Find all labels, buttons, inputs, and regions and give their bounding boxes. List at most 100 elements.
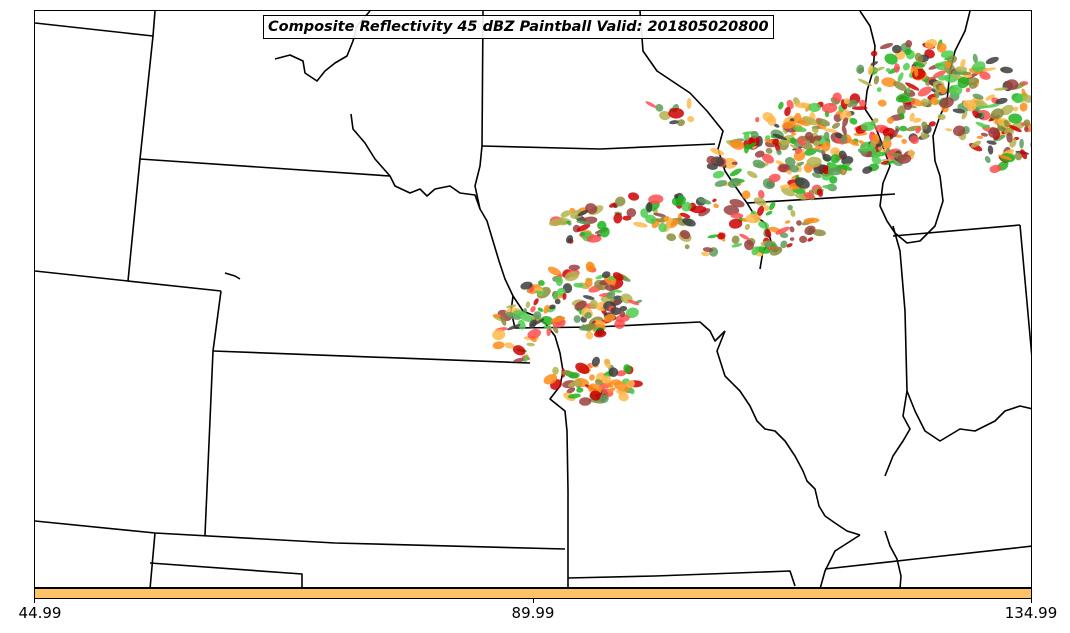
paintball-blob [538, 280, 545, 286]
colorbar [34, 588, 1032, 599]
paintball-blob [772, 138, 779, 145]
paintball-blob [599, 226, 610, 238]
paintball-blob [905, 82, 920, 91]
paintball-blob [860, 143, 874, 152]
paintball-blob [1008, 125, 1022, 133]
paintball-blob [880, 160, 889, 165]
paintball-blob [585, 261, 595, 272]
paintball-blob [686, 98, 692, 109]
paintball-blob [674, 194, 679, 199]
paintball-blob [779, 184, 792, 189]
paintball-blob [765, 147, 773, 154]
paintball-blob [765, 210, 773, 216]
paintball-blob [604, 284, 616, 292]
paintball-blob [612, 272, 624, 281]
paintball-blob [758, 221, 770, 229]
paintball-blob [756, 246, 771, 254]
paintball-blob [984, 155, 991, 164]
paintball-blob [589, 390, 602, 401]
paintball-blob [839, 110, 852, 121]
paintball-blob [576, 223, 591, 232]
paintball-blob [915, 126, 921, 134]
paintball-blob [870, 61, 879, 66]
paintball-blob [856, 64, 865, 74]
paintball-blob [517, 319, 526, 330]
paintball-blob [813, 140, 820, 147]
paintball-blob [579, 397, 592, 406]
paintball-blob [543, 373, 558, 385]
paintball-blob [614, 196, 626, 207]
paintball-blob [870, 50, 878, 57]
paintball-blob [697, 198, 712, 205]
paintball-blob [507, 324, 521, 331]
paintball-blob [975, 121, 990, 129]
paintball-blob [582, 295, 595, 300]
paintball-blob [658, 222, 667, 233]
paintball-blob [750, 131, 759, 139]
paintball-blob [794, 177, 810, 189]
paintball-blob [594, 379, 603, 385]
paintball-blob [857, 78, 872, 87]
paintball-blob [731, 161, 738, 166]
paintball-blob [505, 312, 521, 320]
paintball-blob [779, 232, 789, 239]
paintball-blob [714, 180, 728, 187]
state-border [716, 330, 861, 536]
paintball-blob [912, 117, 922, 123]
paintball-blob [803, 192, 814, 199]
paintball-blob [851, 106, 868, 111]
paintball-blob [921, 121, 928, 130]
paintball-blob [811, 172, 822, 179]
paintball-blob [681, 201, 692, 212]
paintball-blob [669, 120, 679, 125]
paintball-blob [633, 221, 648, 228]
paintball-blob [556, 287, 566, 296]
paintball-blob [1000, 66, 1013, 74]
paintball-blob [860, 121, 876, 131]
paintball-blob [934, 62, 946, 71]
paintball-blob [990, 108, 1004, 120]
paintball-blob [899, 125, 908, 132]
paintball-blob [786, 243, 793, 248]
paintball-blob [739, 233, 750, 240]
paintball-blob [892, 44, 902, 54]
paintball-blob [909, 135, 919, 145]
paintball-blob [778, 163, 788, 173]
paintball-blob [690, 205, 707, 214]
paintball-blob [789, 226, 795, 233]
paintball-blob [653, 212, 666, 217]
paintball-blob [586, 234, 602, 243]
paintball-blob [506, 304, 517, 309]
paintball-blob [679, 229, 691, 240]
paintball-blob [543, 304, 550, 314]
coast [884, 530, 902, 587]
paintball-blob [561, 369, 572, 376]
paintball-blob [806, 156, 822, 168]
paintball-blob [832, 92, 842, 103]
paintball-blob [573, 315, 581, 323]
paintball-blob [584, 278, 593, 288]
paintball-blob [877, 99, 887, 107]
paintball-blob [843, 98, 850, 105]
paintball-blob [1006, 132, 1013, 143]
paintball-blob [952, 108, 965, 114]
reflectivity-paintballs [492, 39, 1031, 406]
paintball-blob [533, 311, 542, 320]
paintball-blob [881, 138, 892, 150]
paintball-blob [534, 290, 547, 295]
state-border [212, 350, 531, 364]
paintball-blob [492, 341, 505, 350]
paintball-blob [623, 364, 632, 374]
paintball-blob [938, 75, 949, 81]
paintball-blob [565, 234, 574, 244]
paintball-blob [576, 387, 584, 393]
paintball-blob [995, 97, 1008, 105]
paintball-blob [746, 170, 758, 179]
paintball-blob [729, 168, 742, 177]
paintball-blob [550, 316, 566, 323]
paintball-blob [885, 67, 891, 73]
state-border [35, 22, 154, 37]
paintball-blob [897, 72, 904, 82]
paintball-blob [816, 118, 830, 127]
paintball-blob [849, 117, 858, 125]
